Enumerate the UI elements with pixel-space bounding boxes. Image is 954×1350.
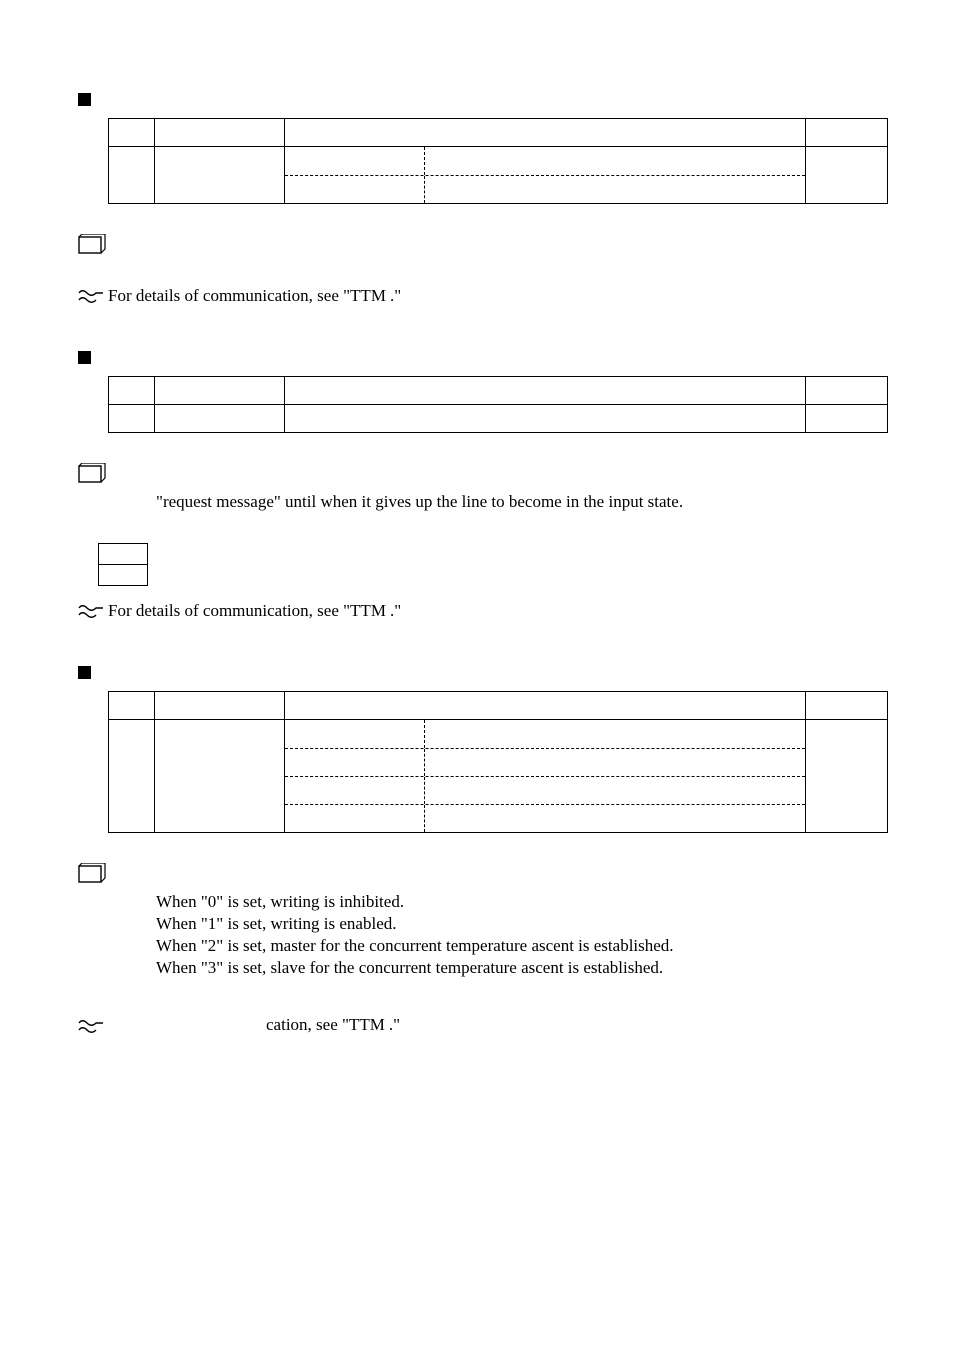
table-row (109, 405, 888, 433)
small-box (98, 543, 148, 565)
wave-icon (78, 604, 104, 620)
ref-suffix: ." (389, 1015, 400, 1034)
wave-icon (78, 289, 104, 305)
stacked-boxes (60, 543, 874, 587)
cell (109, 405, 155, 433)
spec-table-2 (108, 376, 888, 433)
cell (155, 405, 285, 433)
sub-left (285, 147, 425, 175)
note-icon (78, 234, 106, 256)
table-row (109, 119, 888, 147)
sub-right (425, 749, 805, 776)
cell (285, 720, 806, 833)
section-2 (60, 348, 874, 433)
cell (285, 147, 806, 204)
table-row (109, 692, 888, 720)
sub-row (285, 175, 805, 203)
square-bullet-icon (78, 351, 91, 364)
ref-block-1: For details of communication, see "TTM .… (60, 286, 874, 306)
sub-right (425, 147, 805, 175)
sub-right (425, 720, 805, 748)
ref-text: For details of communication, see "TTM (108, 601, 386, 620)
sub-left (285, 777, 425, 804)
note-line: When "0" is set, writing is inhibited. (156, 891, 874, 913)
cell (806, 405, 888, 433)
table-row (109, 147, 888, 204)
table-row (109, 720, 888, 833)
cell (109, 720, 155, 833)
note-icon (78, 863, 106, 885)
note-icon (78, 463, 106, 485)
ref-text: For details of communication, see "TTM (108, 286, 386, 305)
sub-left (285, 805, 425, 832)
cell (806, 147, 888, 204)
note-block-3: When "0" is set, writing is inhibited. W… (60, 863, 874, 979)
sub-row (285, 147, 805, 175)
sub-row (285, 804, 805, 832)
cell (155, 147, 285, 204)
sub-left (285, 176, 425, 203)
cell (285, 405, 806, 433)
sub-right (425, 176, 805, 203)
cell (806, 720, 888, 833)
note-line: When "1" is set, writing is enabled. (156, 913, 874, 935)
sub-right (425, 805, 805, 832)
note-block-1 (60, 234, 874, 256)
small-box (98, 564, 148, 586)
sub-row (285, 720, 805, 748)
sub-right (425, 777, 805, 804)
note-line: When "2" is set, master for the concurre… (156, 935, 874, 957)
cell (155, 720, 285, 833)
sub-left (285, 720, 425, 748)
section-1 (60, 90, 874, 204)
note-line: When "3" is set, slave for the concurren… (156, 957, 874, 979)
ref-text-partial: cation, see "TTM (266, 1015, 385, 1035)
table-row (109, 377, 888, 405)
square-bullet-icon (78, 93, 91, 106)
note-block-2: "request message" until when it gives up… (60, 463, 874, 513)
square-bullet-icon (78, 666, 91, 679)
cell (109, 147, 155, 204)
sub-row (285, 748, 805, 776)
wave-icon (78, 1019, 104, 1035)
ref-block-2: For details of communication, see "TTM .… (60, 601, 874, 621)
ref-suffix: ." (390, 601, 401, 620)
ref-suffix: ." (390, 286, 401, 305)
ref-block-3: cation, see "TTM ." (60, 1009, 874, 1035)
section-3 (60, 663, 874, 833)
spec-table-3 (108, 691, 888, 833)
sub-row (285, 776, 805, 804)
note-text: "request message" until when it gives up… (156, 491, 874, 513)
sub-left (285, 749, 425, 776)
spec-table-1 (108, 118, 888, 204)
